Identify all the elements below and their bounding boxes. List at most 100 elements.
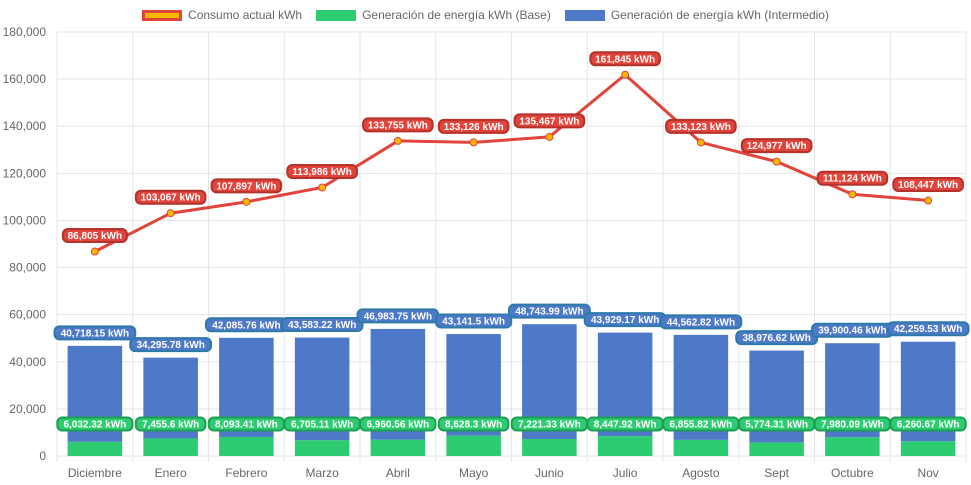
data-label-consumo-0-bg xyxy=(61,228,128,244)
x-tick-label: Octubre xyxy=(831,466,874,480)
bar-base-8 xyxy=(673,439,729,456)
data-label-base-5: 8,628.3 kWh xyxy=(445,420,502,431)
x-tick-label: Julio xyxy=(613,466,638,480)
data-label-base-4: 6,960.56 kWh xyxy=(366,420,429,431)
bar-base-2 xyxy=(219,436,274,456)
data-label-intermedio-6-bg xyxy=(507,303,591,319)
data-label-consumo-5: 133,126 kWh xyxy=(444,122,504,133)
bar-base-7 xyxy=(597,436,653,456)
legend-label-consumo: Consumo actual kWh xyxy=(188,8,303,22)
x-tick-label: Agosto xyxy=(682,466,720,480)
legend-label-intermedio: Generación de energía kWh (Intermedio) xyxy=(610,8,829,22)
y-tick-label: 140,000 xyxy=(3,119,47,133)
data-label-base-10: 7,980.09 kWh xyxy=(821,420,884,431)
data-label-consumo-1-bg xyxy=(134,189,207,205)
x-tick-label: Abril xyxy=(386,466,410,480)
data-label-intermedio-8: 44,562.82 kWh xyxy=(667,317,735,328)
data-label-intermedio-0-bg xyxy=(53,325,137,341)
data-label-intermedio-7: 43,929.17 kWh xyxy=(591,315,659,326)
bar-base-3 xyxy=(294,440,350,456)
point-consumo-1 xyxy=(166,209,175,218)
legend-swatch-intermedio xyxy=(564,9,605,21)
data-label-consumo-9: 124,977 kWh xyxy=(747,141,807,152)
bar-base-5 xyxy=(446,435,501,456)
data-label-consumo-6: 135,467 kWh xyxy=(519,116,579,127)
legend-item-base[interactable]: Generación de energía kWh (Base) xyxy=(316,8,551,22)
data-label-consumo-11-bg xyxy=(892,177,964,193)
data-label-intermedio-6: 48,743.99 kWh xyxy=(515,307,583,318)
data-label-consumo-7: 161,845 kWh xyxy=(595,54,655,65)
point-consumo-8 xyxy=(696,138,705,147)
data-label-base-11: 6,260.67 kWh xyxy=(897,420,960,431)
point-consumo-6 xyxy=(545,132,554,141)
y-tick-label: 160,000 xyxy=(3,72,47,86)
point-consumo-3 xyxy=(318,183,327,192)
data-label-intermedio-3-bg xyxy=(280,317,364,333)
y-tick-label: 60,000 xyxy=(9,308,46,322)
data-label-base-2: 8,093.41 kWh xyxy=(215,420,278,431)
x-tick-label: Mayo xyxy=(459,466,489,480)
point-consumo-9 xyxy=(772,157,781,166)
bar-base-10 xyxy=(825,437,880,456)
line-consumo xyxy=(94,72,929,253)
data-label-intermedio-0: 40,718.15 kWh xyxy=(61,328,129,339)
data-label-intermedio-5: 43,141.5 kWh xyxy=(442,317,505,328)
bar-base-4 xyxy=(370,439,426,456)
bar-base-0 xyxy=(67,441,123,456)
point-consumo-7 xyxy=(621,70,630,79)
y-tick-label: 80,000 xyxy=(9,261,46,275)
x-tick-label: Enero xyxy=(155,466,187,480)
data-label-consumo-4-bg xyxy=(362,117,434,133)
data-label-base-6: 7,221.33 kWh xyxy=(518,420,581,431)
data-label-intermedio-5-bg xyxy=(435,313,513,329)
data-label-intermedio-11: 42,259.53 kWh xyxy=(894,324,962,335)
x-tick-label: Marzo xyxy=(305,466,339,480)
data-label-intermedio-4: 46,983.75 kWh xyxy=(364,311,432,322)
data-label-intermedio-10: 39,900.46 kWh xyxy=(818,326,886,337)
legend-item-consumo[interactable]: Consumo actual kWh xyxy=(142,8,302,22)
y-tick-label: 180,000 xyxy=(3,25,47,39)
legend-item-intermedio[interactable]: Generación de energía kWh (Intermedio) xyxy=(564,8,829,22)
data-label-consumo-11: 108,447 kWh xyxy=(898,180,958,191)
data-label-base-1: 7,455.6 kWh xyxy=(142,420,199,431)
data-label-intermedio-8-bg xyxy=(659,314,743,330)
bar-base-1 xyxy=(143,438,198,456)
data-label-intermedio-11-bg xyxy=(886,321,970,337)
data-label-base-7: 8,447.92 kWh xyxy=(594,420,657,431)
data-label-consumo-1: 103,067 kWh xyxy=(141,193,201,204)
point-consumo-11 xyxy=(924,196,933,205)
point-consumo-10 xyxy=(848,190,857,199)
data-label-intermedio-2: 42,085.76 kWh xyxy=(212,320,280,331)
data-label-consumo-4: 133,755 kWh xyxy=(368,120,428,131)
data-label-consumo-3-bg xyxy=(286,163,358,179)
data-label-base-3: 6,705.11 kWh xyxy=(291,420,353,431)
bar-base-11 xyxy=(900,441,956,456)
legend-swatch-base xyxy=(316,9,357,21)
legend: Consumo actual kWh Generación de energía… xyxy=(0,6,971,24)
bar-base-9 xyxy=(749,442,804,456)
data-label-consumo-9-bg xyxy=(740,138,813,154)
x-tick-label: Junio xyxy=(535,466,564,480)
y-tick-label: 120,000 xyxy=(3,166,47,180)
data-label-intermedio-1-bg xyxy=(129,337,213,353)
point-consumo-2 xyxy=(242,197,251,206)
data-label-consumo-7-bg xyxy=(589,51,661,67)
bar-base-6 xyxy=(522,438,577,456)
point-consumo-4 xyxy=(393,136,402,145)
x-tick-label: Diciembre xyxy=(68,466,122,480)
x-tick-label: Febrero xyxy=(225,466,267,480)
data-label-consumo-5-bg xyxy=(437,118,510,134)
data-label-consumo-8: 133,123 kWh xyxy=(671,122,731,133)
data-label-base-0: 6,032.32 kWh xyxy=(63,420,126,431)
data-label-intermedio-9: 38,976.62 kWh xyxy=(742,333,810,344)
data-label-consumo-6-bg xyxy=(513,113,586,129)
data-label-base-5-bg xyxy=(437,416,510,432)
legend-swatch-consumo xyxy=(142,9,183,21)
y-tick-label: 20,000 xyxy=(9,402,46,416)
data-label-consumo-2: 107,897 kWh xyxy=(216,181,276,192)
data-label-base-9: 5,774.31 kWh xyxy=(745,420,808,431)
x-tick-label: Nov xyxy=(917,466,938,480)
legend-label-base: Generación de energía kWh (Base) xyxy=(362,8,551,22)
